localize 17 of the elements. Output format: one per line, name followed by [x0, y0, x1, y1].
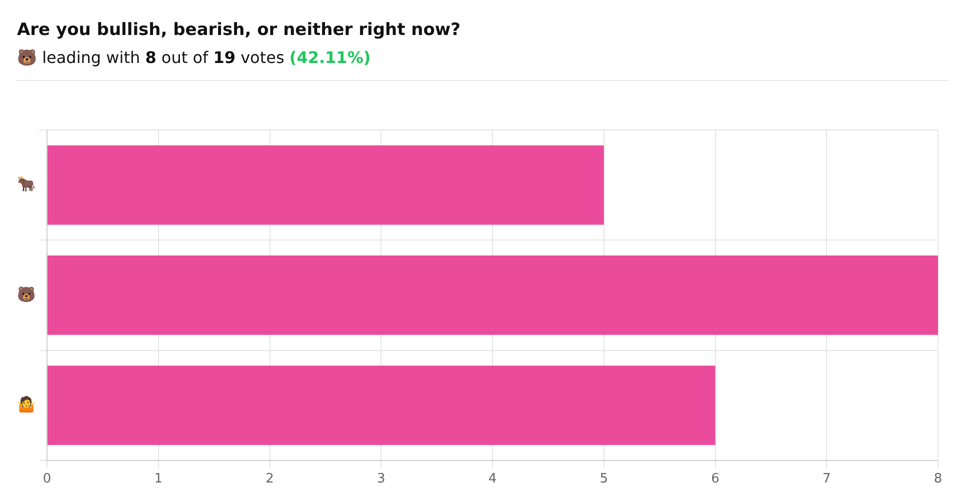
bar [48, 366, 716, 445]
y-tick-label: 🤷 [17, 394, 36, 414]
bar [48, 145, 604, 225]
y-tick-label: 🐻 [17, 284, 36, 304]
bar [48, 256, 938, 335]
chart-subtitle: 🐻 leading with 8 out of 19 votes (42.11%) [17, 48, 371, 67]
y-tick-label: 🐂 [17, 176, 36, 194]
chart-title: Are you bullish, bearish, or neither right now? [17, 20, 460, 40]
x-tick-label: 7 [822, 472, 831, 487]
x-tick-label: 3 [376, 472, 386, 487]
x-tick-label: 4 [488, 472, 497, 487]
x-tick-label: 2 [266, 472, 274, 487]
x-tick-label: 5 [600, 472, 608, 487]
x-tick-label: 8 [934, 472, 942, 487]
x-tick-label: 0 [42, 472, 52, 487]
x-tick-label: 6 [711, 472, 720, 487]
x-tick-label: 1 [154, 472, 163, 487]
